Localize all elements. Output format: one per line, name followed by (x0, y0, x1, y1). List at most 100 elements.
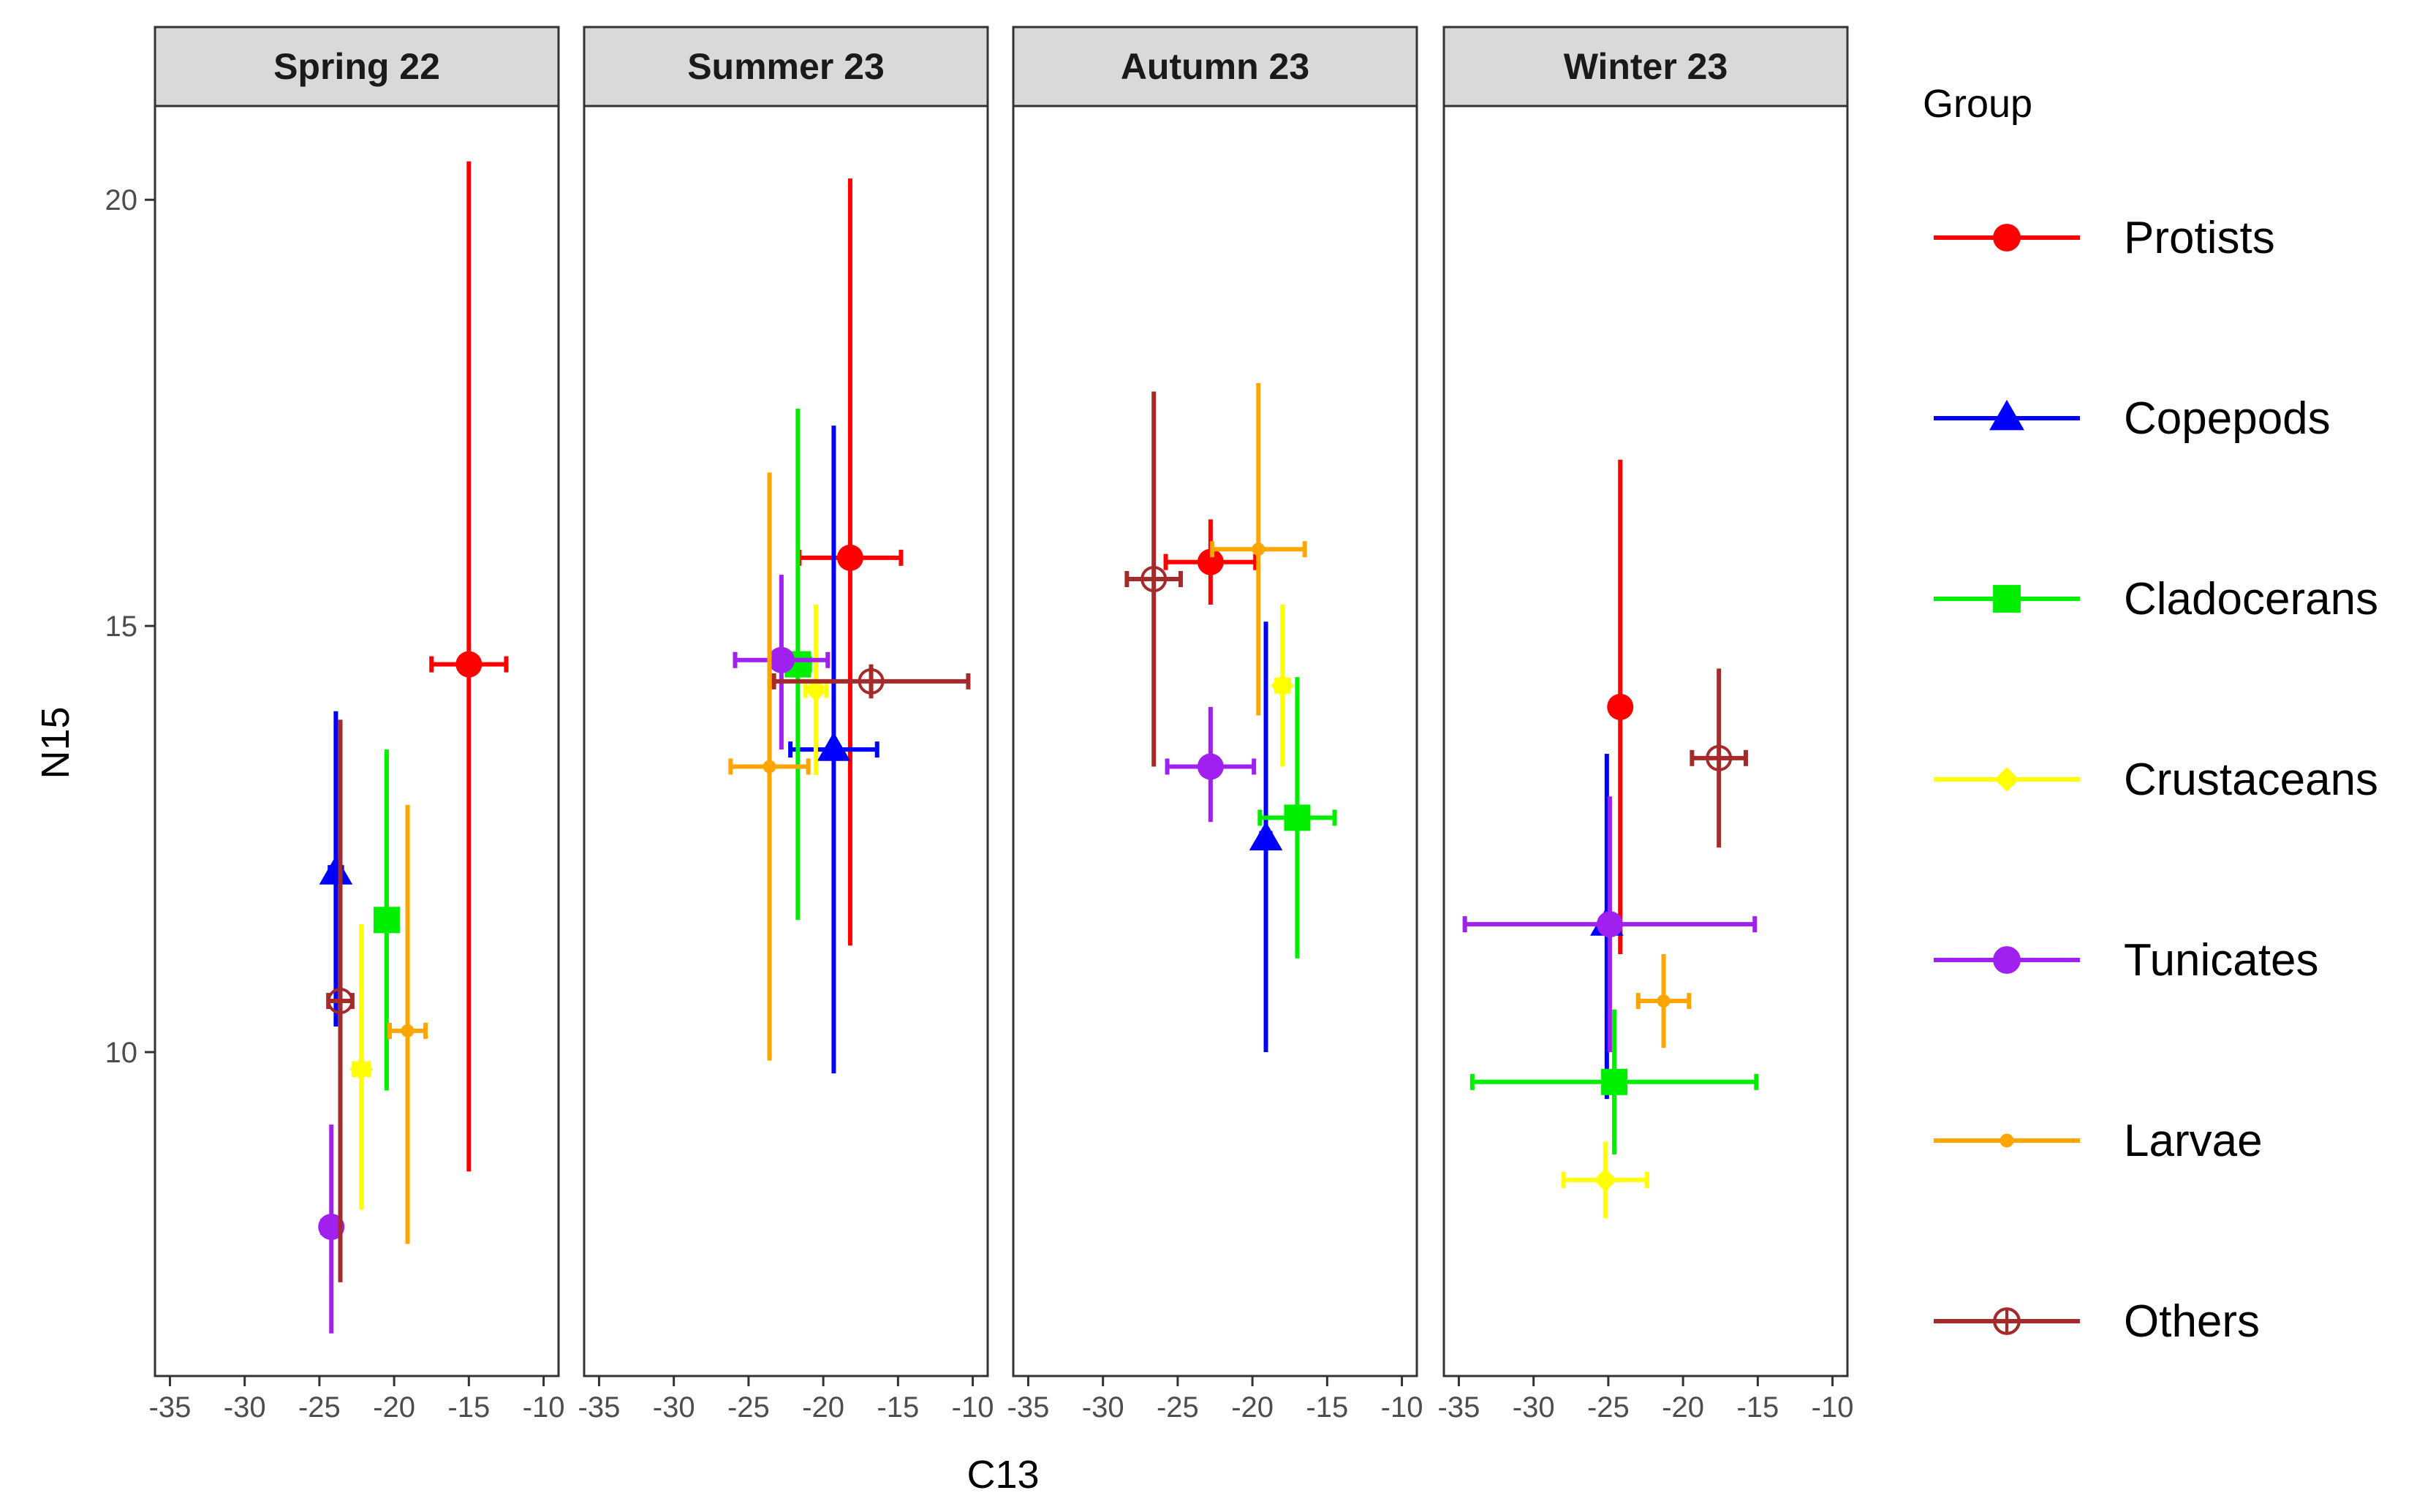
x-tick-label: -10 (523, 1391, 565, 1424)
x-tick-label: -20 (802, 1391, 844, 1424)
panel-spring-22: Spring 22 -35 -30 -25 -20 -15 -10 (149, 26, 565, 1424)
panel-plot-area (1012, 105, 1418, 1377)
point-others (1124, 391, 1183, 767)
x-tick-label: -25 (1587, 1391, 1630, 1424)
panel-winter-23: Winter 23 -35 -30 -25 -20 -15 -10 (1438, 26, 1854, 1424)
x-tick-label: -10 (1381, 1391, 1423, 1424)
point-marker (318, 1213, 345, 1240)
panel-strip (154, 26, 560, 107)
y-tick-label: 15 (105, 611, 138, 643)
x-tick-label: -35 (1438, 1391, 1480, 1424)
legend-label: Others (2124, 1296, 2260, 1347)
point-larvae (1635, 953, 1692, 1048)
x-tick-label: -30 (653, 1391, 695, 1424)
point-marker (1706, 744, 1733, 771)
point-marker (319, 855, 353, 885)
legend-item-crustaceans: Crustaceans (1934, 755, 2378, 805)
x-tick-label: -15 (877, 1391, 919, 1424)
point-cladocerans (1257, 677, 1337, 959)
point-others (771, 664, 971, 699)
point-protists (429, 161, 509, 1172)
x-tick-label: -30 (1513, 1391, 1555, 1424)
point-others (1690, 668, 1748, 848)
point-tunicates (318, 1124, 345, 1334)
point-crustaceans (349, 924, 374, 1210)
legend-key-marker (1993, 585, 2021, 613)
panel-strip (583, 26, 989, 107)
panel-strip-title: Spring 22 (273, 46, 440, 87)
x-tick-label: -15 (1736, 1391, 1779, 1424)
panel-strip-title: Winter 23 (1564, 46, 1728, 87)
legend-item-tunicates: Tunicates (1934, 935, 2319, 986)
panel-strip (1012, 26, 1418, 107)
x-tick-label: -15 (447, 1391, 490, 1424)
x-tick-label: -20 (373, 1391, 415, 1424)
x-tick-label: -35 (149, 1391, 192, 1424)
point-marker (1607, 693, 1634, 720)
point-others (326, 719, 355, 1282)
legend-label: Larvae (2124, 1116, 2263, 1166)
panel-plot-area (1442, 105, 1849, 1377)
panel-plot-area (583, 105, 989, 1377)
legend-label: Protists (2124, 213, 2275, 263)
x-tick-label: -20 (1231, 1391, 1274, 1424)
point-marker (1271, 673, 1294, 698)
x-tick-label: -25 (1157, 1391, 1199, 1424)
panel-summer-23: Summer 23 -35 -30 -25 -20 -15 -10 (578, 26, 994, 1424)
legend-title: Group (1923, 82, 2032, 126)
x-tick-label: -35 (1007, 1391, 1050, 1424)
legend-label: Copepods (2124, 393, 2331, 444)
legend-key-marker (2000, 1133, 2014, 1148)
point-marker (373, 907, 400, 934)
x-axis-title: C13 (966, 1453, 1039, 1497)
point-marker (401, 1024, 415, 1037)
legend-key-marker (1994, 767, 2019, 792)
legend-key-marker (1993, 1307, 2021, 1335)
point-crustaceans (803, 604, 829, 776)
legend-label: Tunicates (2124, 935, 2319, 986)
y-axis-title: N15 (34, 706, 77, 779)
point-crustaceans (1271, 604, 1294, 767)
x-tick-label: -25 (727, 1391, 770, 1424)
point-marker (1593, 1168, 1617, 1192)
point-cladocerans (373, 749, 400, 1091)
point-marker (1596, 911, 1623, 938)
x-tick-label: -25 (298, 1391, 341, 1424)
point-marker (858, 668, 885, 695)
panel-strip-title: Autumn 23 (1121, 46, 1309, 87)
point-crustaceans (1561, 1141, 1650, 1219)
panel-strip (1442, 26, 1849, 107)
x-tick-label: -10 (1812, 1391, 1854, 1424)
point-copepods (1249, 621, 1283, 1053)
legend-item-others: Others (1934, 1296, 2260, 1347)
point-cladocerans (1469, 1009, 1759, 1154)
x-tick-label: -10 (952, 1391, 994, 1424)
legend-label: Cladocerans (2124, 574, 2378, 624)
y-tick-label: 20 (105, 184, 138, 216)
point-marker (327, 988, 354, 1015)
legend-key-marker (1993, 224, 2021, 252)
point-marker (1249, 821, 1283, 851)
point-marker (1197, 548, 1224, 575)
legend-item-larvae: Larvae (1934, 1116, 2263, 1166)
point-protists (1163, 519, 1258, 605)
x-tick-label: -35 (578, 1391, 621, 1424)
legend-item-cladocerans: Cladocerans (1934, 574, 2378, 624)
point-tunicates (733, 575, 831, 750)
x-tick-label: -15 (1306, 1391, 1348, 1424)
point-copepods (319, 711, 353, 1027)
legend-key-marker (1993, 946, 2021, 974)
x-tick-label: -20 (1662, 1391, 1704, 1424)
point-marker (455, 651, 483, 678)
point-marker (1657, 994, 1671, 1008)
point-protists (1607, 459, 1634, 954)
x-tick-label: -30 (1082, 1391, 1124, 1424)
panel-plot-area (154, 105, 560, 1377)
y-tick-label: 10 (105, 1037, 138, 1069)
panel-autumn-23: Autumn 23 -35 -30 -25 -20 -15 -10 (1007, 26, 1423, 1424)
point-marker (349, 1057, 374, 1081)
legend-key-marker (1989, 399, 2024, 431)
point-tunicates (1165, 706, 1257, 823)
